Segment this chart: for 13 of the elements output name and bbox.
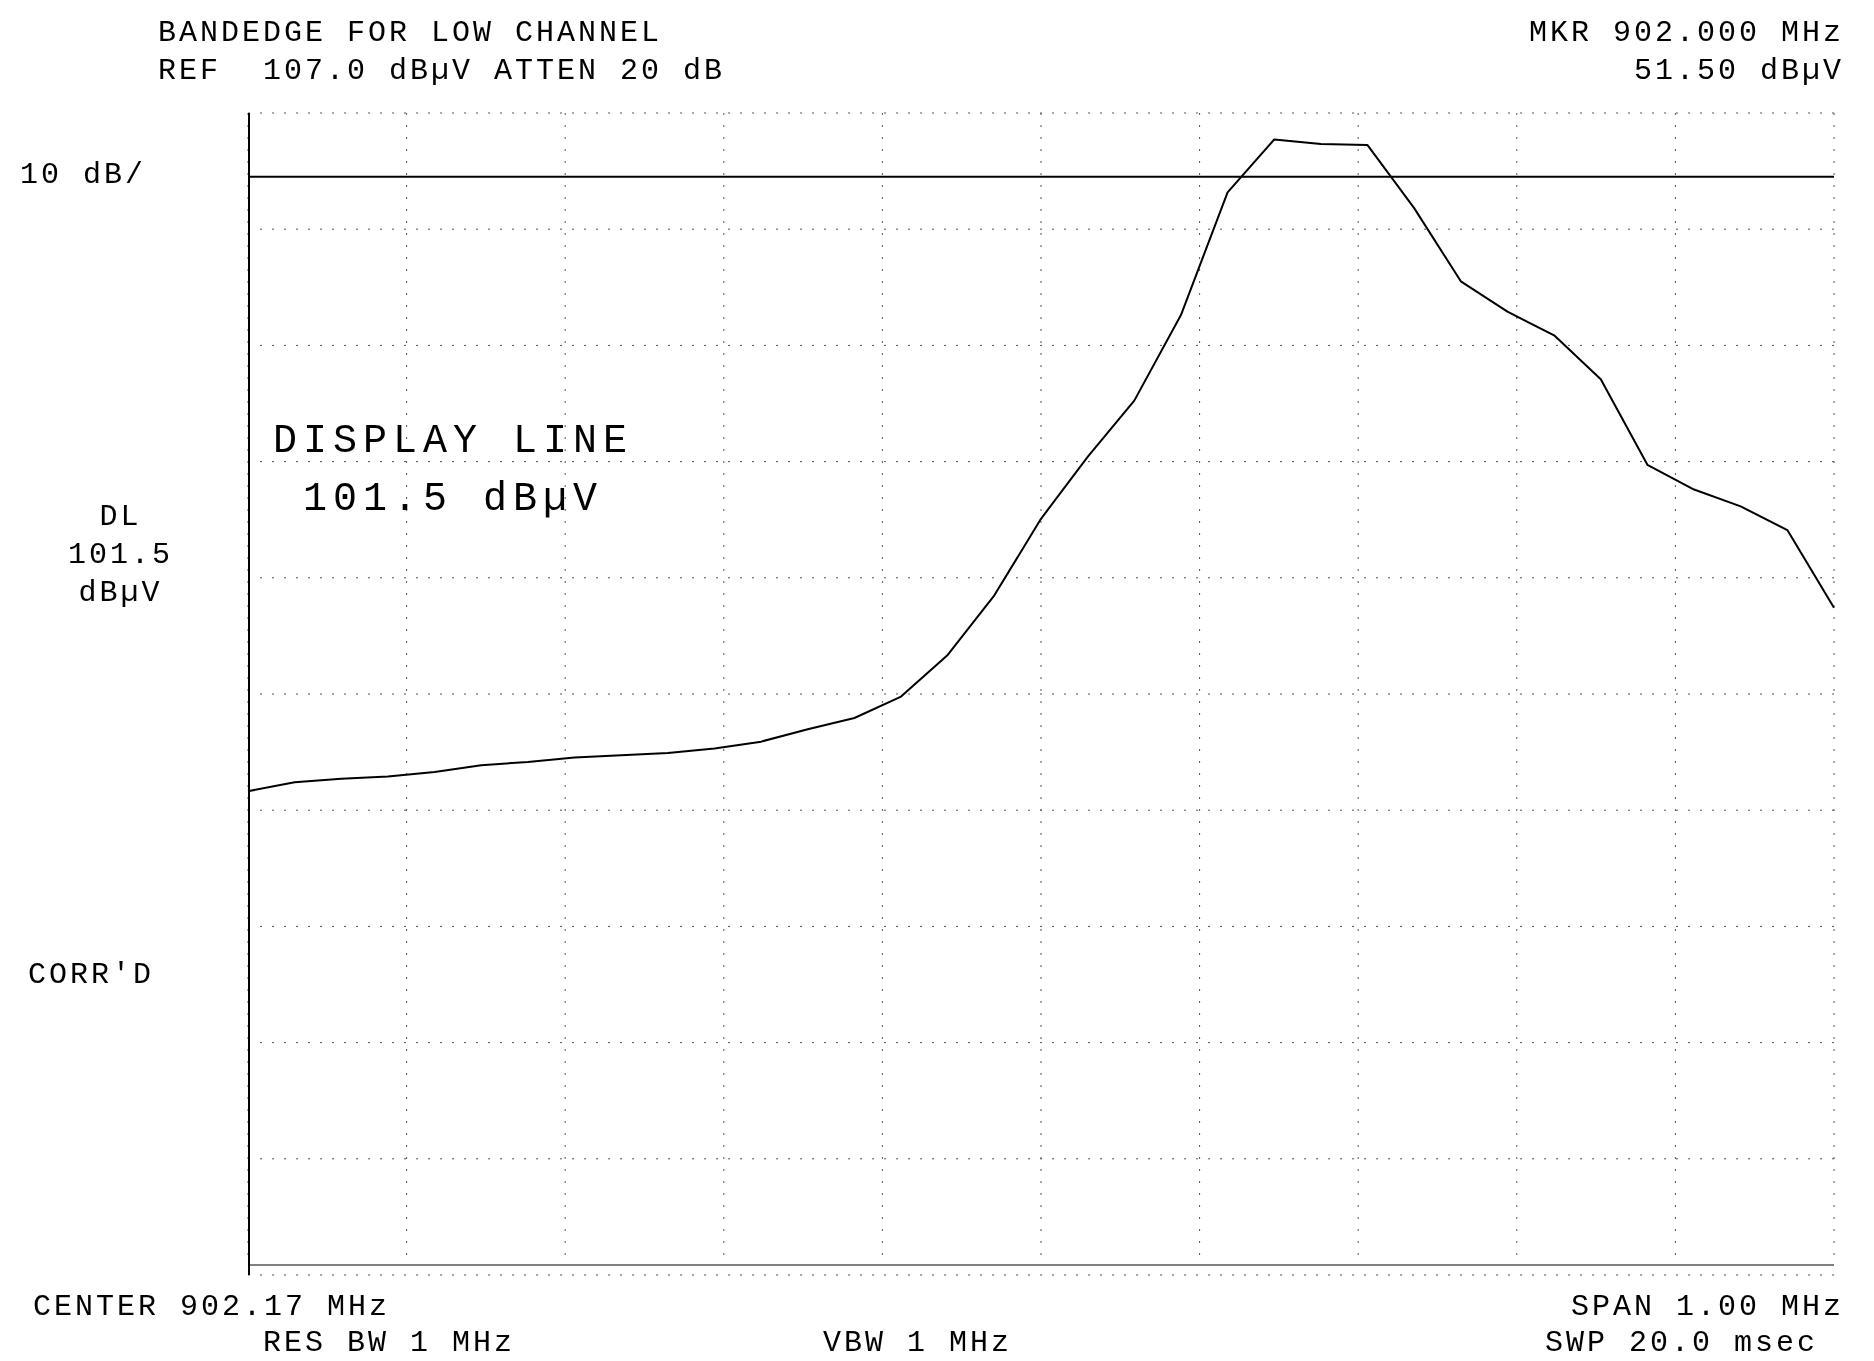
text: 10 dB/	[20, 158, 147, 192]
text: SWP 20.0 msec	[1544, 1326, 1818, 1360]
text: CENTER 902.17 MHz	[33, 1290, 391, 1324]
ref-line-label: DL 101.5 dBµV	[68, 499, 174, 612]
text: MKR 902.000 MHz	[1528, 16, 1844, 50]
text: RES BW 1 MHz	[263, 1326, 516, 1360]
chart-subtitle: REF 107.0 dBµV ATTEN 20 dB	[158, 54, 726, 88]
text: 51.50 dBµV	[1633, 54, 1844, 88]
text: SPAN 1.00 MHz	[1570, 1290, 1844, 1324]
chart-title: BANDEDGE FOR LOW CHANNEL	[158, 16, 663, 50]
text: CORR'D	[28, 958, 155, 992]
text: VBW 1 MHz	[823, 1326, 1013, 1360]
annotation: DISPLAY LINE 101.5 dBµV	[273, 418, 634, 524]
